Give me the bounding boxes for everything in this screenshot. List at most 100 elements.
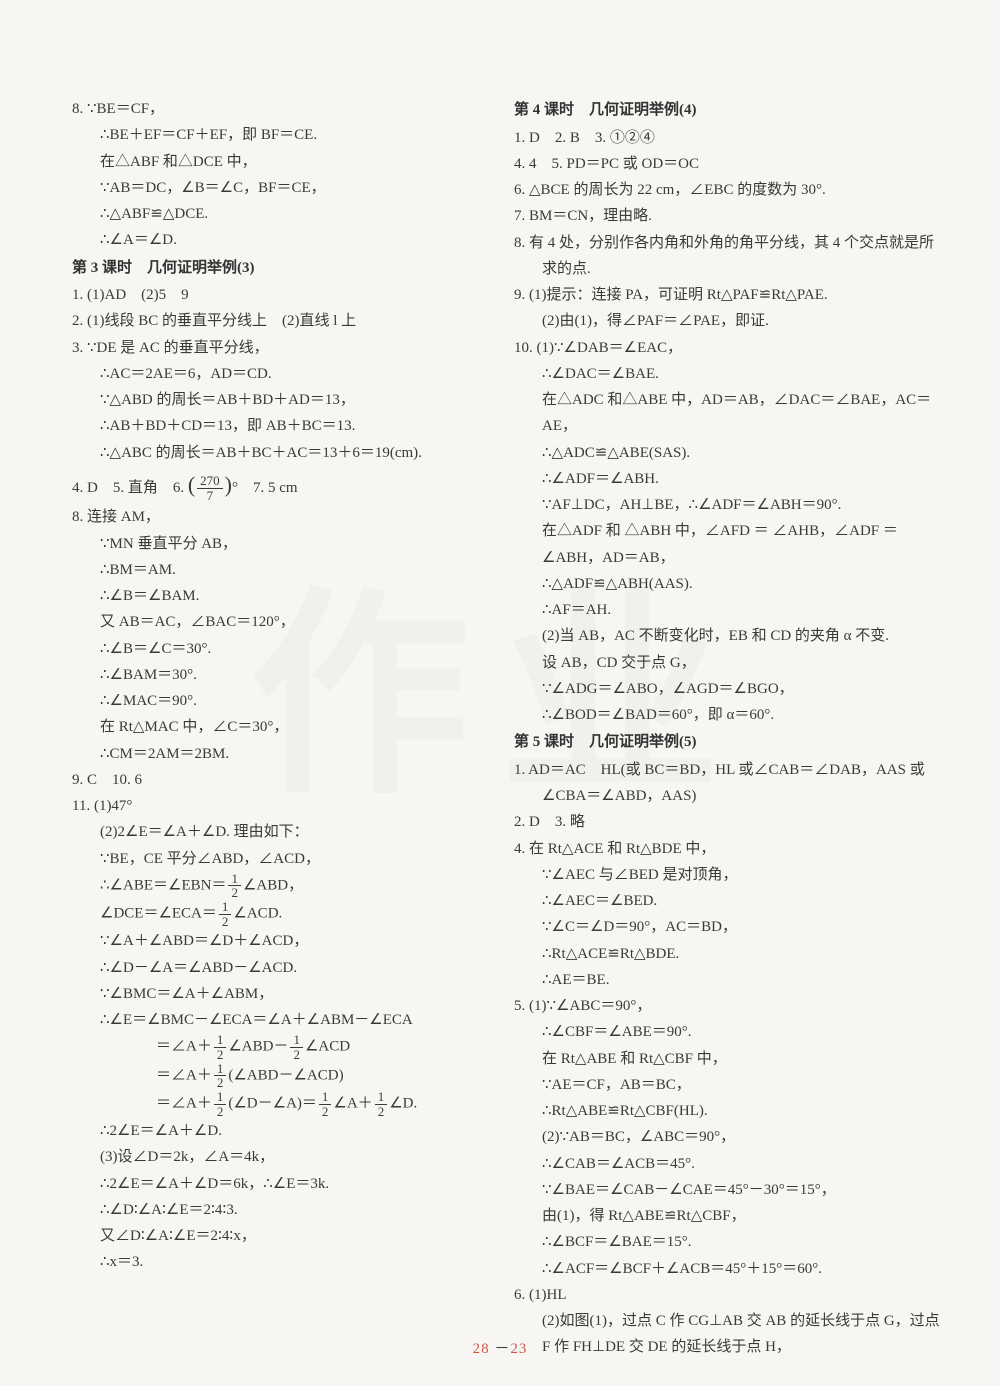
proof-line: 1. AD＝AC HL(或 BC＝BD，HL 或∠CAB＝∠DAB，AAS 或 bbox=[514, 757, 928, 783]
proof-line: ∴∠BAM＝30°. bbox=[72, 662, 486, 688]
proof-line: (2)∵AB＝BC，∠ABC＝90°， bbox=[514, 1124, 928, 1150]
proof-line: ∴∠E＝∠BMC－∠ECA＝∠A＋∠ABM－∠ECA bbox=[72, 1007, 486, 1033]
proof-line: ∴∠BCF＝∠BAE＝15°. bbox=[514, 1229, 928, 1255]
proof-line: F 作 FH⊥DE 交 DE 的延长线于点 H， bbox=[514, 1334, 928, 1360]
proof-line: ∴∠CAB＝∠ACB＝45°. bbox=[514, 1151, 928, 1177]
proof-line: ∵AE＝CF，AB＝BC， bbox=[514, 1072, 928, 1098]
proof-line: ∵∠A＋∠ABD＝∠D＋∠ACD， bbox=[72, 928, 486, 954]
section-4-title: 第 4 课时 几何证明举例(4) bbox=[514, 96, 928, 125]
proof-line: 3. ∵DE 是 AC 的垂直平分线， bbox=[72, 335, 486, 361]
proof-line: 5. (1)∵∠ABC＝90°， bbox=[514, 993, 928, 1019]
proof-line: ∵MN 垂直平分 AB， bbox=[72, 531, 486, 557]
proof-line: 1. D 2. B 3. ①②④ bbox=[514, 125, 928, 151]
proof-line: 又∠D∶∠A∶∠E＝2∶4∶x， bbox=[72, 1223, 486, 1249]
proof-line: 2. D 3. 略 bbox=[514, 809, 928, 835]
section-5-title: 第 5 课时 几何证明举例(5) bbox=[514, 728, 928, 757]
proof-line: 4. 在 Rt△ACE 和 Rt△BDE 中， bbox=[514, 836, 928, 862]
proof-line: 在△ADC 和△ABE 中，AD＝AB，∠DAC＝∠BAE，AC＝ bbox=[514, 387, 928, 413]
equation-line: ＝∠A＋12∠ABD－12∠ACD bbox=[72, 1033, 486, 1061]
right-column: 第 4 课时 几何证明举例(4)1. D 2. B 3. ①②④4. 4 5. … bbox=[514, 96, 928, 1361]
fraction: 12 bbox=[214, 1062, 227, 1090]
proof-line: ∵AB＝DC，∠B＝∠C，BF＝CE， bbox=[72, 175, 486, 201]
proof-line: 7. BM＝CN，理由略. bbox=[514, 203, 928, 229]
proof-line: ∠DCE＝∠ECA＝12∠ACD. bbox=[72, 900, 486, 928]
proof-line: ∵BE，CE 平分∠ABD，∠ACD， bbox=[72, 846, 486, 872]
fraction: 12 bbox=[214, 1090, 227, 1118]
left-column: 8. ∵BE＝CF，∴BE＋EF＝CF＋EF，即 BF＝CE.在△ABF 和△D… bbox=[72, 96, 486, 1361]
proof-line: ∴∠D－∠A＝∠ABD－∠ACD. bbox=[72, 955, 486, 981]
proof-line: (2)由(1)，得∠PAF＝∠PAE，即证. bbox=[514, 308, 928, 334]
proof-line: ∴2∠E＝∠A＋∠D＝6k，∴∠E＝3k. bbox=[72, 1171, 486, 1197]
proof-line: ∵AF⊥DC，AH⊥BE，∴∠ADF＝∠ABH＝90°. bbox=[514, 492, 928, 518]
proof-line: ∴∠MAC＝90°. bbox=[72, 688, 486, 714]
proof-line: ∴AE＝BE. bbox=[514, 967, 928, 993]
proof-line: ∵∠BAE＝∠CAB－∠CAE＝45°－30°＝15°， bbox=[514, 1177, 928, 1203]
proof-line: (2)2∠E＝∠A＋∠D. 理由如下： bbox=[72, 819, 486, 845]
proof-line: ∴BE＋EF＝CF＋EF，即 BF＝CE. bbox=[72, 122, 486, 148]
proof-line: ∴∠BOD＝∠BAD＝60°，即 α＝60°. bbox=[514, 702, 928, 728]
proof-line: ∴∠A＝∠D. bbox=[72, 227, 486, 253]
proof-line: ∴△ADF≌△ABH(AAS). bbox=[514, 571, 928, 597]
proof-line: ∴∠CBF＝∠ABE＝90°. bbox=[514, 1019, 928, 1045]
equation-line: ＝∠A＋12(∠D－∠A)＝12∠A＋12∠D. bbox=[72, 1090, 486, 1118]
fraction: 12 bbox=[228, 872, 241, 900]
proof-line: ∴AF＝AH. bbox=[514, 597, 928, 623]
proof-line: ∴BM＝AM. bbox=[72, 557, 486, 583]
proof-line: 由(1)，得 Rt△ABE≌Rt△CBF， bbox=[514, 1203, 928, 1229]
proof-line: 8. 连接 AM， bbox=[72, 504, 486, 530]
proof-line: ∴∠ABE＝∠EBN＝12∠ABD， bbox=[72, 872, 486, 900]
proof-line: AE， bbox=[514, 413, 928, 439]
proof-line: ∠CBA＝∠ABD，AAS) bbox=[514, 783, 928, 809]
proof-line: ∴AB＋BD＋CD＝13，即 AB＋BC＝13. bbox=[72, 413, 486, 439]
fraction: 12 bbox=[375, 1090, 388, 1118]
proof-line: ∴∠D∶∠A∶∠E＝2∶4∶3. bbox=[72, 1197, 486, 1223]
fraction: 12 bbox=[214, 1033, 227, 1061]
proof-line: ∴∠ACF＝∠BCF＋∠ACB＝45°＋15°＝60°. bbox=[514, 1256, 928, 1282]
proof-line: ∵∠C＝∠D＝90°，AC＝BD， bbox=[514, 914, 928, 940]
proof-line: 求的点. bbox=[514, 256, 928, 282]
proof-line: 2. (1)线段 BC 的垂直平分线上 (2)直线 l 上 bbox=[72, 308, 486, 334]
proof-line: ∴Rt△ABE≌Rt△CBF(HL). bbox=[514, 1098, 928, 1124]
fraction: 12 bbox=[290, 1033, 303, 1061]
proof-line: ∴CM＝2AM＝2BM. bbox=[72, 741, 486, 767]
proof-line: ∴∠DAC＝∠BAE. bbox=[514, 361, 928, 387]
proof-line: ∴△ABC 的周长＝AB＋BC＋AC＝13＋6＝19(cm). bbox=[72, 440, 486, 466]
proof-line: 4. 4 5. PD＝PC 或 OD＝OC bbox=[514, 151, 928, 177]
proof-line: 在 Rt△MAC 中，∠C＝30°， bbox=[72, 714, 486, 740]
proof-line: 1. (1)AD (2)5 9 bbox=[72, 282, 486, 308]
proof-line: ∴x＝3. bbox=[72, 1249, 486, 1275]
proof-line: 在△ABF 和△DCE 中， bbox=[72, 149, 486, 175]
two-column-layout: 8. ∵BE＝CF，∴BE＋EF＝CF＋EF，即 BF＝CE.在△ABF 和△D… bbox=[72, 96, 928, 1361]
proof-line: (3)设∠D＝2k，∠A＝4k， bbox=[72, 1144, 486, 1170]
proof-line: ∴△ADC≌△ABE(SAS). bbox=[514, 440, 928, 466]
proof-line: ∠ABH，AD＝AB， bbox=[514, 545, 928, 571]
proof-line: 又 AB＝AC，∠BAC＝120°， bbox=[72, 609, 486, 635]
proof-line: 11. (1)47° bbox=[72, 793, 486, 819]
proof-line: ∴∠B＝∠BAM. bbox=[72, 583, 486, 609]
proof-line: ∴2∠E＝∠A＋∠D. bbox=[72, 1118, 486, 1144]
proof-line: ∴Rt△ACE≌Rt△BDE. bbox=[514, 941, 928, 967]
fraction: 12 bbox=[219, 900, 232, 928]
proof-line: 设 AB，CD 交于点 G， bbox=[514, 650, 928, 676]
proof-line: 8. 有 4 处，分别作各内角和外角的角平分线，其 4 个交点就是所 bbox=[514, 230, 928, 256]
fraction: 2707 bbox=[197, 474, 223, 502]
proof-line: 10. (1)∵∠DAB＝∠EAC， bbox=[514, 335, 928, 361]
proof-line: ∵△ABD 的周长＝AB＋BD＋AD＝13， bbox=[72, 387, 486, 413]
answer-line: 4. D 5. 直角 6. (2707)° 7. 5 cm bbox=[72, 466, 486, 505]
proof-line: ∵∠AEC 与∠BED 是对顶角， bbox=[514, 862, 928, 888]
proof-line: 6. △BCE 的周长为 22 cm，∠EBC 的度数为 30°. bbox=[514, 177, 928, 203]
proof-line: 在 Rt△ABE 和 Rt△CBF 中， bbox=[514, 1046, 928, 1072]
proof-line: ∴AC＝2AE＝6，AD＝CD. bbox=[72, 361, 486, 387]
proof-line: ∴∠AEC＝∠BED. bbox=[514, 888, 928, 914]
proof-line: 9. (1)提示：连接 PA，可证明 Rt△PAF≌Rt△PAE. bbox=[514, 282, 928, 308]
section-3-title: 第 3 课时 几何证明举例(3) bbox=[72, 254, 486, 283]
proof-line: (2)当 AB，AC 不断变化时，EB 和 CD 的夹角 α 不变. bbox=[514, 623, 928, 649]
proof-line: ∴∠ADF＝∠ABH. bbox=[514, 466, 928, 492]
proof-line: ∴△ABF≌△DCE. bbox=[72, 201, 486, 227]
proof-line: (2)如图(1)，过点 C 作 CG⊥AB 交 AB 的延长线于点 G，过点 bbox=[514, 1308, 928, 1334]
proof-line: 在△ADF 和 △ABH 中，∠AFD ＝ ∠AHB，∠ADF ＝ bbox=[514, 518, 928, 544]
equation-line: ＝∠A＋12(∠ABD－∠ACD) bbox=[72, 1062, 486, 1090]
proof-line: ∴∠B＝∠C＝30°. bbox=[72, 636, 486, 662]
proof-line: 6. (1)HL bbox=[514, 1282, 928, 1308]
answer-line: 9. C 10. 6 bbox=[72, 767, 486, 793]
